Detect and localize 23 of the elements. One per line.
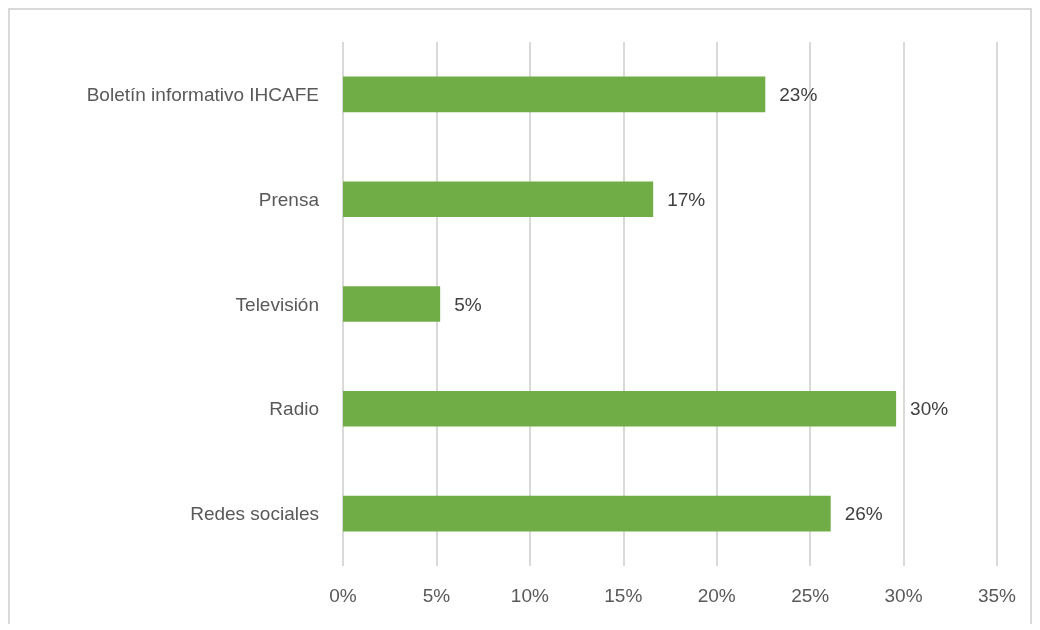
x-tick-label: 35%: [977, 585, 1017, 606]
data-label: 5%: [454, 293, 482, 315]
y-tick-label: Prensa: [258, 188, 320, 210]
data-label: 30%: [910, 398, 949, 420]
bar: [343, 390, 897, 427]
x-tick-label: 20%: [697, 585, 736, 606]
data-label: 26%: [844, 503, 883, 525]
x-tick-label: 15%: [604, 585, 643, 606]
x-tick-label: 30%: [884, 585, 923, 606]
bar: [343, 286, 441, 322]
y-tick-label: Radio: [269, 398, 319, 420]
data-label: 17%: [667, 188, 706, 210]
y-tick-label: Televisión: [235, 293, 319, 315]
x-tick-label: 10%: [510, 585, 549, 606]
y-tick-label: Boletín informativo IHCAFE: [86, 83, 319, 105]
bar: [343, 181, 654, 218]
x-tick-label: 5%: [422, 585, 451, 606]
x-tick-label: 0%: [329, 585, 357, 606]
x-tick-label: 25%: [791, 585, 830, 606]
y-tick-label: Redes sociales: [190, 503, 319, 525]
bar: [343, 495, 831, 532]
bar: [343, 76, 766, 113]
data-label: 23%: [779, 83, 818, 105]
